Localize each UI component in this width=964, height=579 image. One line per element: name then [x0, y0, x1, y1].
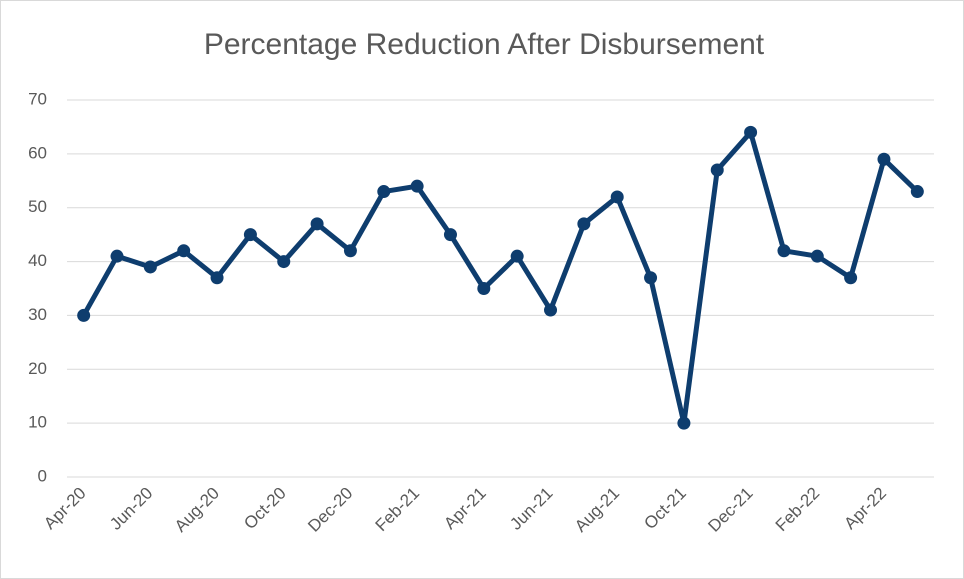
y-tick-label: 50	[28, 197, 47, 216]
data-point	[110, 249, 124, 263]
data-point	[343, 244, 357, 258]
y-tick-label: 70	[28, 89, 47, 108]
data-point	[77, 308, 91, 322]
data-point	[577, 217, 591, 231]
data-point	[710, 163, 724, 177]
data-point	[810, 249, 824, 263]
y-tick-label: 0	[38, 466, 47, 485]
y-tick-label: 20	[28, 359, 47, 378]
data-point	[777, 244, 791, 258]
y-tick-label: 60	[28, 143, 47, 162]
data-point	[677, 416, 691, 430]
data-point	[377, 185, 391, 199]
data-point	[877, 152, 891, 166]
data-point	[510, 249, 524, 263]
data-point	[744, 125, 758, 139]
data-point	[477, 282, 491, 295]
data-point	[644, 271, 658, 285]
data-point	[910, 185, 924, 199]
chart-title: Percentage Reduction After Disbursement	[204, 28, 765, 61]
data-point	[143, 260, 157, 274]
data-point	[610, 190, 624, 204]
data-point	[243, 228, 257, 242]
y-tick-label: 10	[28, 413, 47, 432]
data-point	[844, 271, 858, 285]
series-line	[81, 129, 920, 426]
data-point	[310, 217, 324, 231]
data-point	[410, 179, 424, 193]
data-point	[210, 271, 224, 285]
data-point	[544, 303, 558, 317]
data-point	[177, 244, 191, 258]
data-point	[277, 255, 291, 269]
data-point	[443, 228, 457, 242]
y-tick-label: 30	[28, 305, 47, 324]
y-tick-label: 40	[28, 251, 47, 270]
